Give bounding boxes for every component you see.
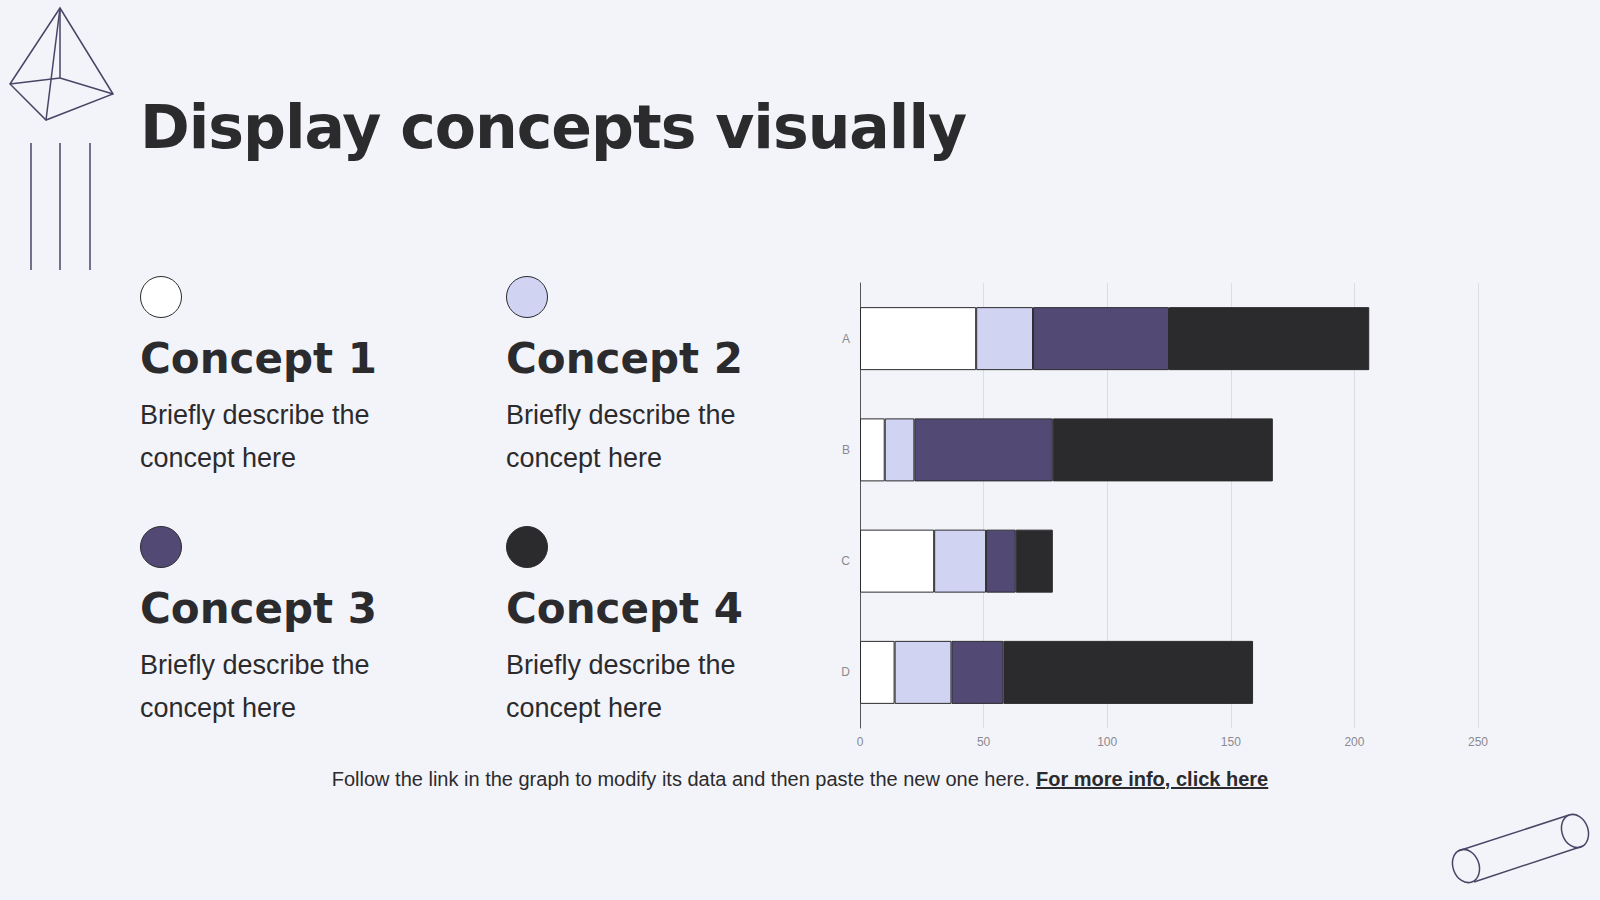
- svg-text:B: B: [842, 443, 850, 457]
- html-text:Briefly describe the concept h: Briefly describe the concept here: [506, 650, 736, 724]
- svg-text:50: 50: [977, 735, 991, 749]
- html-text:Follow the link in the graph t: Follow the link in the graph to modify i…: [331, 768, 1269, 790]
- svg-text:250: 250: [1468, 735, 1488, 749]
- html-text:Concept 4: Concept 4: [506, 584, 743, 633]
- svg-text:150: 150: [1221, 735, 1241, 749]
- svg-text:D: D: [841, 665, 850, 679]
- svg-text:100: 100: [1097, 735, 1117, 749]
- svg-text:A: A: [842, 332, 850, 346]
- svg-text:C: C: [841, 554, 850, 568]
- html-text:Briefly describe the concept h: Briefly describe the concept here: [140, 650, 370, 724]
- svg-text:200: 200: [1344, 735, 1364, 749]
- html-text:Display concepts visually: Display concepts visually: [140, 92, 967, 162]
- html-text:Briefly describe the concept h: Briefly describe the concept here: [140, 400, 370, 474]
- svg-text:0: 0: [857, 735, 864, 749]
- html-text:Concept 1: Concept 1: [140, 334, 377, 383]
- html-text:Concept 3: Concept 3: [140, 584, 377, 633]
- html-text:Concept 2: Concept 2: [506, 334, 743, 383]
- html-text:Briefly describe the concept h: Briefly describe the concept here: [506, 400, 736, 474]
